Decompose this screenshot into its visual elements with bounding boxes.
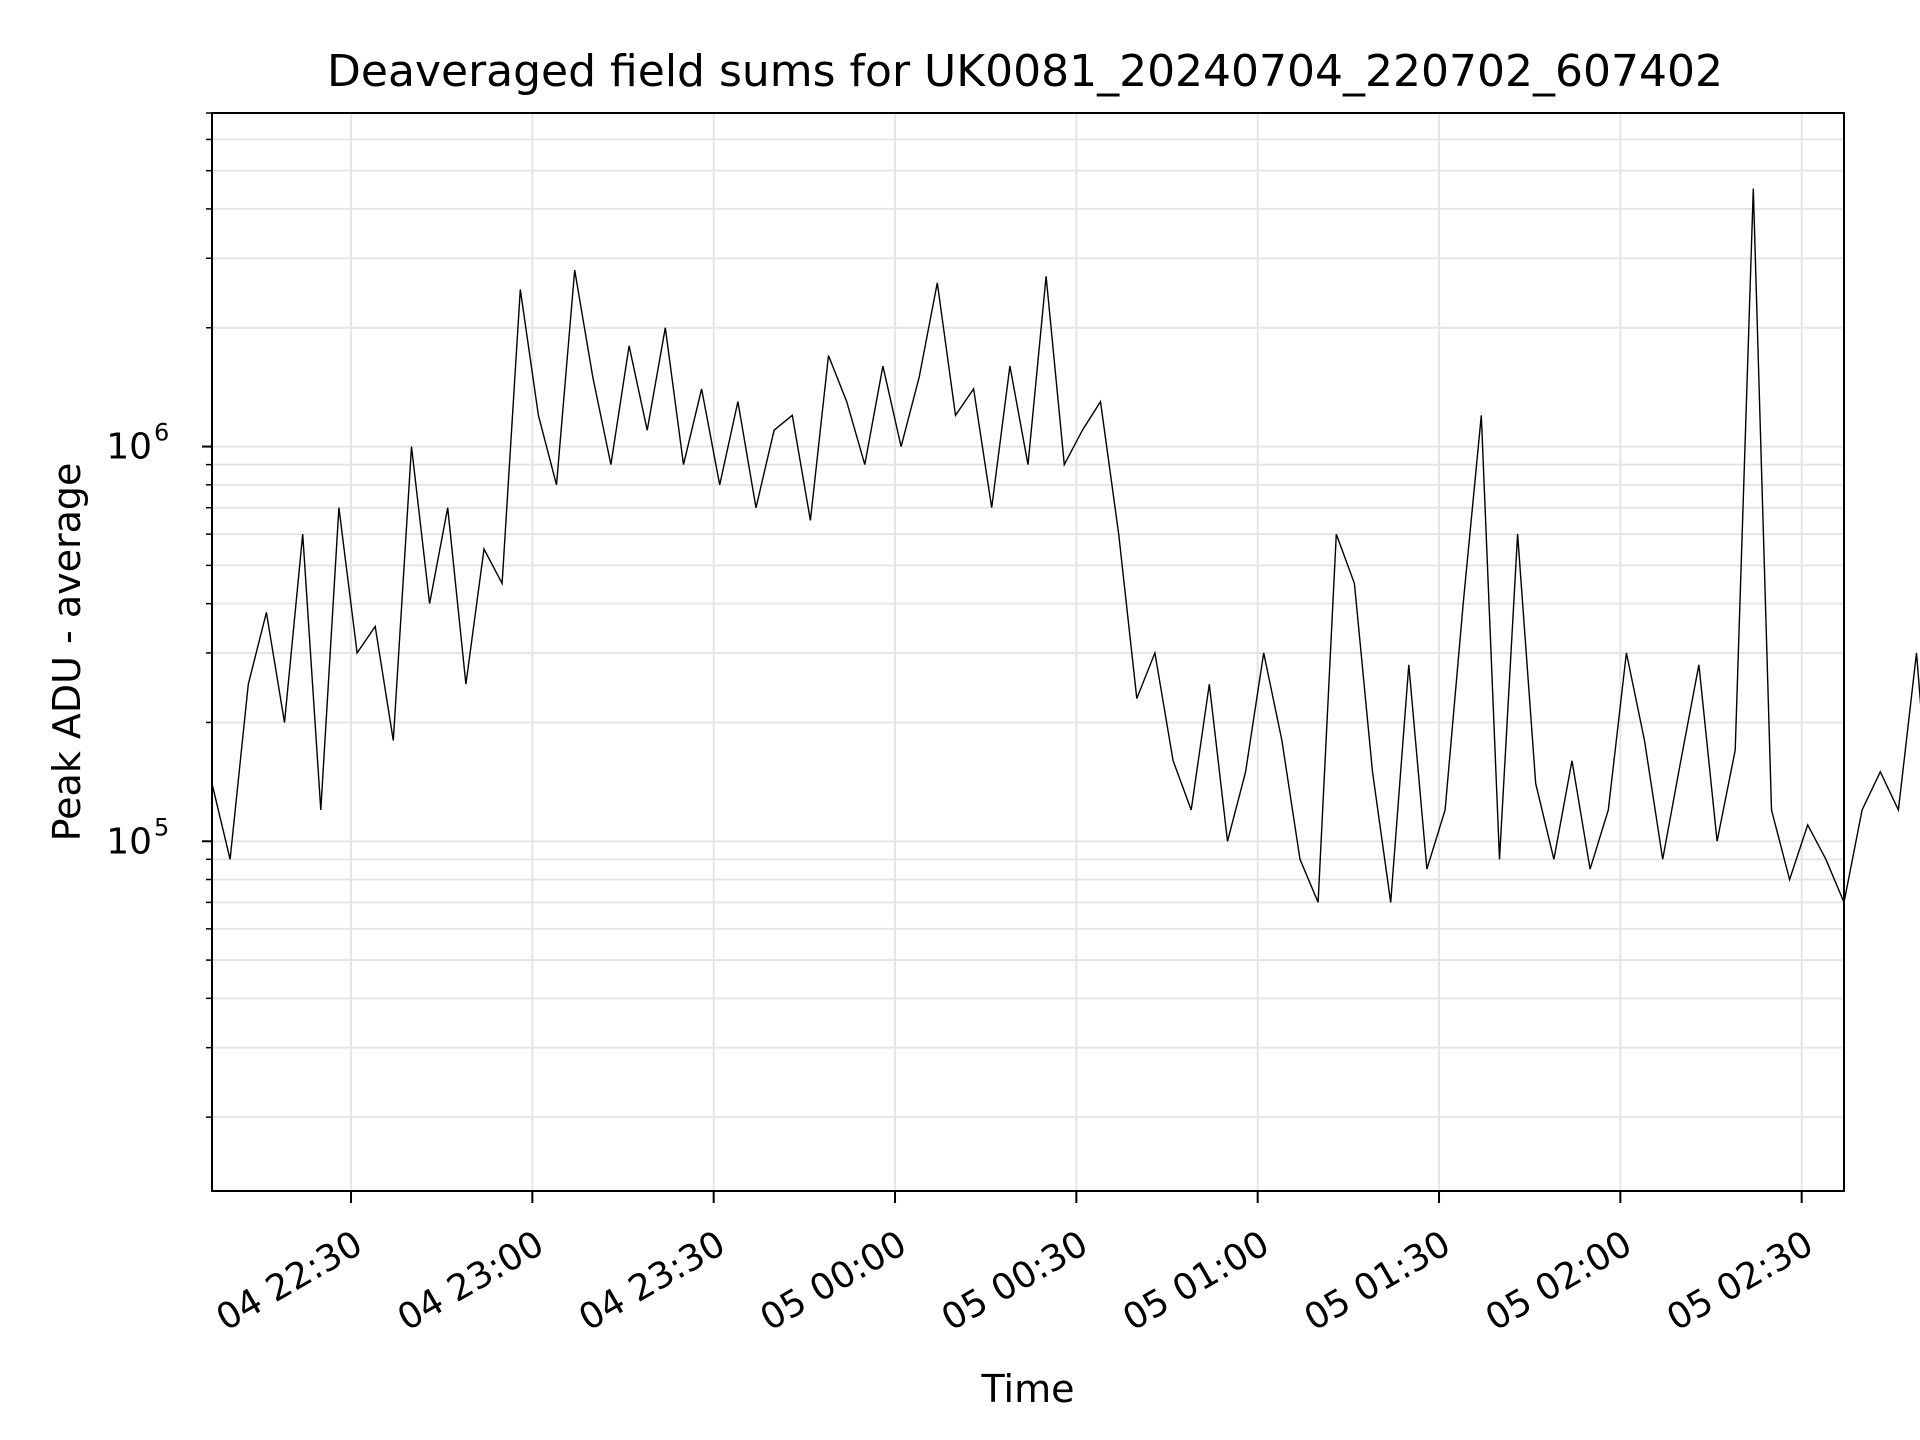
plot-area <box>211 188 1920 905</box>
data-series-line <box>211 188 1920 905</box>
y-tick-label-exponent: 6 <box>154 419 169 447</box>
x-axis-label: Time <box>981 1367 1075 1411</box>
y-tick-label-exponent: 5 <box>154 813 169 841</box>
axes-frame <box>211 112 1845 1192</box>
y-tick-label: 10 <box>106 427 152 468</box>
chart-title: Deaveraged field sums for UK0081_2024070… <box>327 46 1723 97</box>
y-axis-label: Peak ADU - average <box>45 463 89 842</box>
grid <box>212 112 1844 1191</box>
y-tick-label: 10 <box>106 821 152 862</box>
